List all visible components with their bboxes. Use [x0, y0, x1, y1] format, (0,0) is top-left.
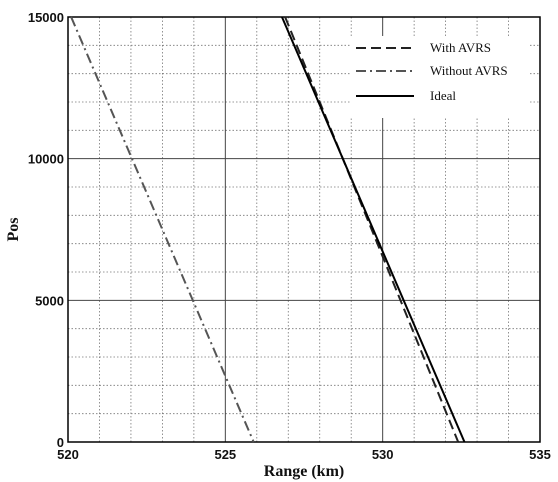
legend-label: Without AVRS	[430, 63, 508, 78]
series-line-without-avrs	[70, 16, 255, 443]
x-tick-label: 530	[372, 447, 394, 462]
y-axis-title: Pos	[5, 218, 22, 242]
x-tick-labels: 520 525 530 535	[57, 447, 551, 462]
plot-frame	[67, 16, 541, 443]
x-tick-label: 520	[57, 447, 79, 462]
series-line-ideal	[281, 16, 466, 443]
y-tick-label: 10000	[28, 152, 64, 167]
y-tick-labels: 0 5000 10000 15000	[28, 10, 64, 450]
legend-label: With AVRS	[430, 40, 491, 55]
legend: With AVRS Without AVRS Ideal	[350, 36, 528, 118]
legend-background	[350, 36, 528, 118]
y-tick-label: 5000	[35, 293, 64, 308]
x-axis-title: Range (km)	[264, 463, 344, 480]
series-line-with-avrs	[284, 16, 460, 443]
series-layer	[70, 16, 466, 443]
x-tick-label: 525	[214, 447, 236, 462]
y-tick-label: 0	[57, 435, 64, 450]
legend-label: Ideal	[430, 88, 456, 103]
y-tick-label: 15000	[28, 10, 64, 25]
x-tick-label: 535	[529, 447, 551, 462]
